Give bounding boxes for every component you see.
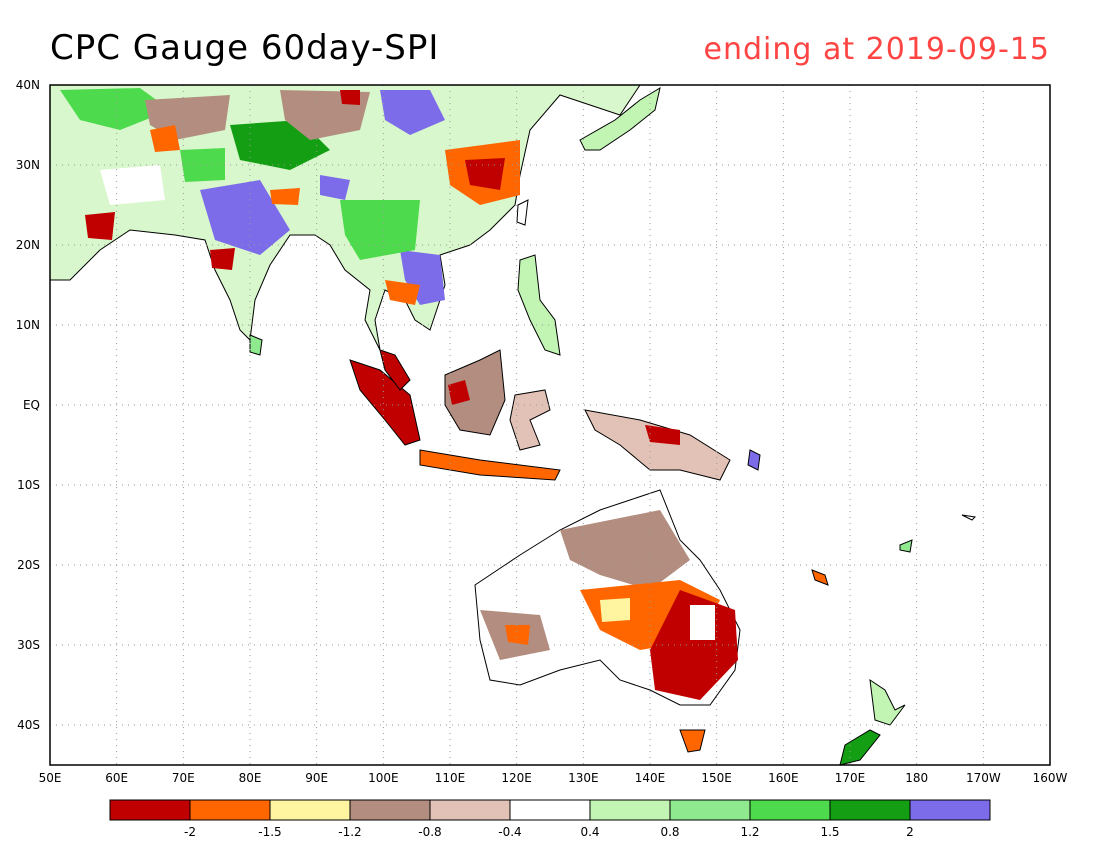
lat-tick-label: EQ xyxy=(23,398,40,412)
lat-tick-label: 40S xyxy=(17,718,40,732)
legend-tick-label: 0.4 xyxy=(580,825,599,839)
lon-tick-label: 160E xyxy=(768,771,799,785)
samoa-islands xyxy=(961,514,977,521)
legend-tick-label: -1.2 xyxy=(338,825,361,839)
latitude-labels: 40N 30N 20N 10N EQ 10S 20S 30S 40S xyxy=(16,78,40,732)
drought-patch xyxy=(270,188,300,205)
drought-patch xyxy=(505,625,530,645)
lon-tick-label: 110E xyxy=(435,771,466,785)
nz-north-island xyxy=(869,678,906,726)
legend-swatch xyxy=(589,799,671,821)
lon-tick-label: 130E xyxy=(568,771,599,785)
lat-tick-label: 40N xyxy=(16,78,40,92)
legend-swatch xyxy=(669,799,751,821)
extreme-drought-patch xyxy=(340,90,360,105)
lon-tick-label: 100E xyxy=(368,771,399,785)
longitude-labels: 50E 60E 70E 80E 90E 100E 110E 120E 130E 140E 150E 1… xyxy=(39,771,1068,785)
legend-tick-label: 2 xyxy=(906,825,914,839)
lon-tick-label: 80E xyxy=(239,771,262,785)
land-shading xyxy=(50,85,977,765)
lon-tick-label: 60E xyxy=(105,771,128,785)
dry-patch xyxy=(560,510,690,590)
legend-swatch xyxy=(189,799,271,821)
lon-tick-label: 160W xyxy=(1033,771,1068,785)
extreme-drought-patch xyxy=(645,425,680,445)
legend-tick-label: -1.5 xyxy=(258,825,281,839)
java-landmass xyxy=(419,449,561,481)
date-label: ending at 2019-09-15 xyxy=(703,32,1050,67)
legend-tick-label: -0.8 xyxy=(418,825,441,839)
lon-tick-label: 120E xyxy=(501,771,532,785)
drought-patch xyxy=(150,125,180,152)
nz-south-island xyxy=(839,729,881,765)
drought-patch xyxy=(385,280,420,305)
lon-tick-label: 50E xyxy=(39,771,62,785)
normal-patch xyxy=(100,165,165,205)
legend-swatch xyxy=(749,799,831,821)
philippines-landmass xyxy=(517,254,561,356)
legend-swatch xyxy=(429,799,511,821)
legend-swatch xyxy=(509,799,591,821)
extreme-drought-patch xyxy=(210,248,235,270)
lat-tick-label: 10S xyxy=(17,478,40,492)
taiwan-landmass xyxy=(516,199,529,226)
lat-tick-label: 20N xyxy=(16,238,40,252)
solomon-islands xyxy=(747,449,761,471)
very-wet-patch xyxy=(320,175,350,200)
wet-patch xyxy=(180,148,225,182)
lon-tick-label: 170E xyxy=(835,771,866,785)
sumatra-landmass xyxy=(349,359,421,446)
extreme-drought-patch xyxy=(465,158,505,190)
legend-tick-label: 1.5 xyxy=(820,825,839,839)
lon-tick-label: 140E xyxy=(635,771,666,785)
legend-swatch xyxy=(909,799,991,821)
map-title: CPC Gauge 60day-SPI xyxy=(50,28,440,68)
moderate-dry-patch xyxy=(600,598,630,622)
legend-swatch xyxy=(349,799,431,821)
very-wet-patch xyxy=(380,90,445,135)
lon-tick-label: 180 xyxy=(905,771,928,785)
lat-tick-label: 30N xyxy=(16,158,40,172)
wet-patch xyxy=(60,88,170,130)
lat-tick-label: 20S xyxy=(17,558,40,572)
tasmania-landmass xyxy=(679,729,706,753)
legend-swatch xyxy=(269,799,351,821)
borneo-landmass xyxy=(444,349,506,436)
lon-tick-label: 70E xyxy=(172,771,195,785)
legend-tick-label: 1.2 xyxy=(740,825,759,839)
very-wet-patch xyxy=(400,250,445,305)
legend-tick-label: -2 xyxy=(184,825,196,839)
wet-patch xyxy=(340,200,420,260)
color-legend: -2 -1.5 -1.2 -0.8 -0.4 0.4 0.8 1.2 1.5 2 xyxy=(109,799,991,839)
legend-tick-label: 0.8 xyxy=(660,825,679,839)
extreme-drought-patch xyxy=(650,590,738,700)
sri-lanka-landmass xyxy=(249,334,263,356)
normal-patch xyxy=(690,605,715,640)
new-guinea-landmass xyxy=(584,409,731,481)
map-frame xyxy=(49,84,1051,766)
extreme-drought-patch xyxy=(448,380,470,405)
lat-tick-label: 30S xyxy=(17,638,40,652)
sulawesi-landmass xyxy=(509,389,551,451)
fiji-islands xyxy=(899,539,913,553)
lon-tick-label: 170W xyxy=(966,771,1001,785)
extreme-drought-patch xyxy=(85,212,115,240)
new-caledonia xyxy=(811,569,829,586)
malay-peninsula xyxy=(379,349,411,391)
very-wet-patch xyxy=(200,180,290,255)
legend-swatch xyxy=(109,799,191,821)
lon-tick-label: 150E xyxy=(701,771,732,785)
japan-landmass xyxy=(579,86,661,151)
legend-swatch xyxy=(829,799,911,821)
lon-tick-label: 90E xyxy=(305,771,328,785)
lat-tick-label: 10N xyxy=(16,318,40,332)
legend-tick-label: -0.4 xyxy=(498,825,521,839)
